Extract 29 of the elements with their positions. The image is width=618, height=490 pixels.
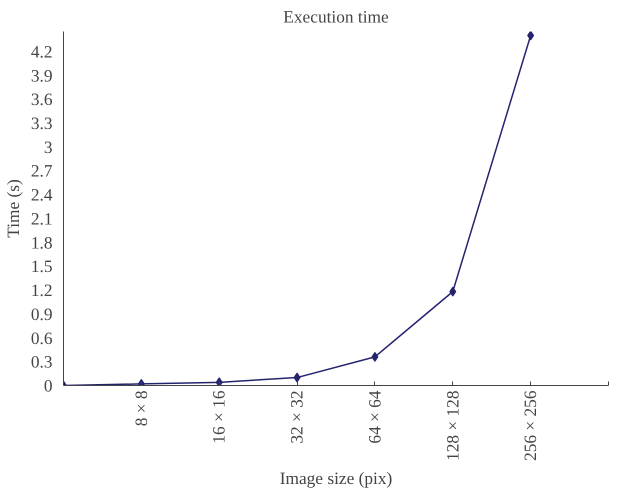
y-tick-label: 0.9 — [30, 304, 53, 324]
y-tick-label: 2.7 — [30, 162, 53, 181]
y-tick-label: 1.8 — [30, 233, 53, 252]
point — [449, 286, 456, 297]
y-tick-label: 3 — [44, 138, 53, 157]
x-tick-label: 256 × 256 — [521, 390, 540, 461]
y-tick-label: 0.3 — [30, 352, 53, 372]
x-tick-label: 32 × 32 — [288, 390, 307, 444]
y-tick-label: 3.9 — [30, 66, 53, 86]
x-tick-label: 16 × 16 — [210, 390, 229, 444]
y-tick-label: 1.2 — [30, 281, 53, 300]
x-tick-label: 64 × 64 — [365, 390, 384, 444]
y-tick-label: 0.6 — [30, 328, 53, 348]
y-tick-label: 4.2 — [30, 42, 53, 62]
point — [216, 377, 223, 386]
point — [371, 352, 378, 362]
y-tick-label: 0 — [44, 376, 53, 396]
point — [527, 32, 534, 40]
chart-title: Execution time — [283, 8, 389, 26]
y-axis-title: Time (s) — [4, 178, 23, 238]
x-axis-title: Image size (pix) — [280, 468, 393, 488]
point — [294, 372, 301, 383]
y-tick-label: 3.6 — [30, 90, 53, 110]
x-tick-label: 8 × 8 — [132, 390, 151, 426]
x-tick-label: 128 × 128 — [443, 390, 462, 461]
y-tick-label: 2.1 — [30, 209, 53, 228]
y-tick-label: 2.4 — [30, 186, 53, 205]
y-tick-label: 3.3 — [30, 114, 53, 133]
y-tick-label: 1.5 — [30, 257, 53, 276]
